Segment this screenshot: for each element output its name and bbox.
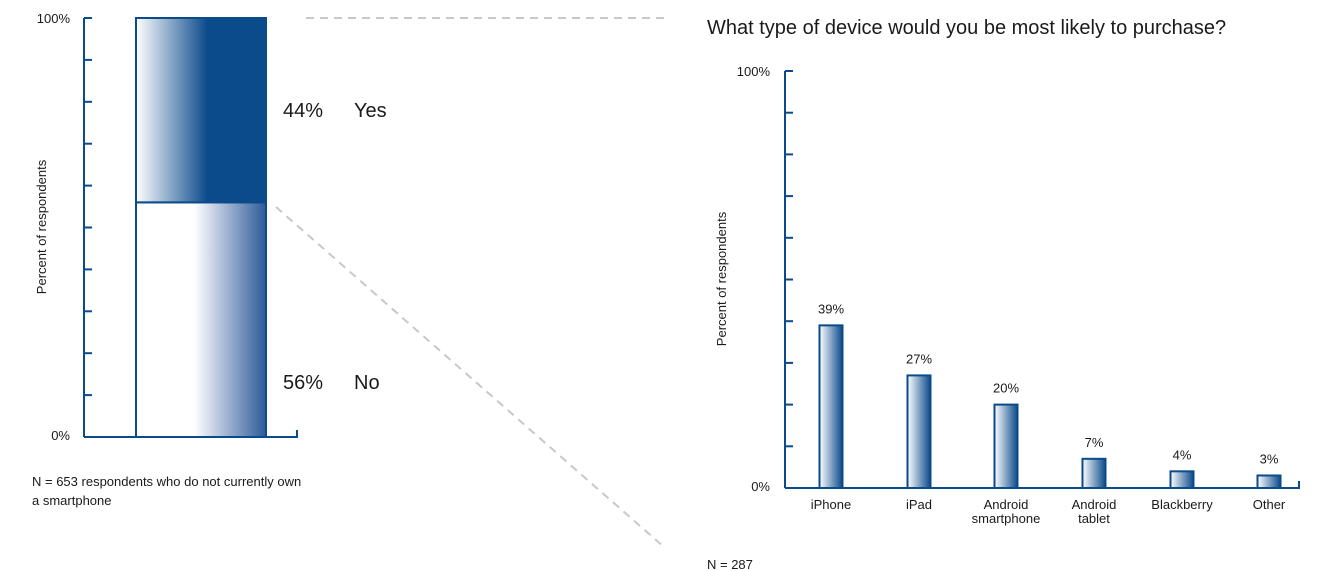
category-label-blackberry: Blackberry [1151,497,1213,512]
category-label-android-smartphone: Android [984,497,1029,512]
left-y-axis-label: Percent of respondents [34,159,49,294]
chart-title: What type of device would you be most li… [707,17,1226,39]
right-y-tick-top-label: 100% [737,64,771,79]
left-y-tick-top-label: 100% [37,11,71,26]
category-label-android-smartphone: smartphone [972,511,1041,526]
category-label-android-tablet: Android [1072,497,1117,512]
category-label-android-tablet: tablet [1078,511,1110,526]
left-y-tick-bottom-label: 0% [51,428,70,443]
series-label-no: No [354,372,380,394]
value-label-no: 56% [283,372,323,394]
series-label-yes: Yes [354,100,387,122]
category-label-iphone: iPhone [811,497,851,512]
bar-android-smartphone [993,403,1019,490]
value-label-yes: 44% [283,100,323,122]
right-y-tick-bottom-label: 0% [751,479,770,494]
value-label-blackberry: 4% [1173,447,1192,462]
bar-iphone [818,324,844,489]
value-label-other: 3% [1260,451,1279,466]
category-label-ipad: iPad [906,497,932,512]
right-note: N = 287 [707,557,753,571]
bar-segment-no [135,201,267,438]
left-note-line-2: a smartphone [32,493,112,508]
bar-chart: What type of device would you be most li… [707,17,1300,571]
value-label-ipad: 27% [906,351,932,366]
connector-line-bottom [275,206,665,548]
bar-segment-yes [135,17,267,204]
value-label-android-tablet: 7% [1085,435,1104,450]
stacked-chart: 100% 0% Percent of respondents 44% Yes 5… [32,11,387,508]
left-note-line-1: N = 653 respondents who do not currently… [32,474,301,489]
bar-other [1256,474,1282,489]
category-label-other: Other [1253,497,1286,512]
right-y-axis-label: Percent of respondents [714,211,729,346]
bar-blackberry [1169,470,1195,490]
bar-ipad [906,374,932,489]
bar-android-tablet [1081,457,1107,489]
value-label-android-smartphone: 20% [993,381,1019,396]
value-label-iphone: 39% [818,301,844,316]
